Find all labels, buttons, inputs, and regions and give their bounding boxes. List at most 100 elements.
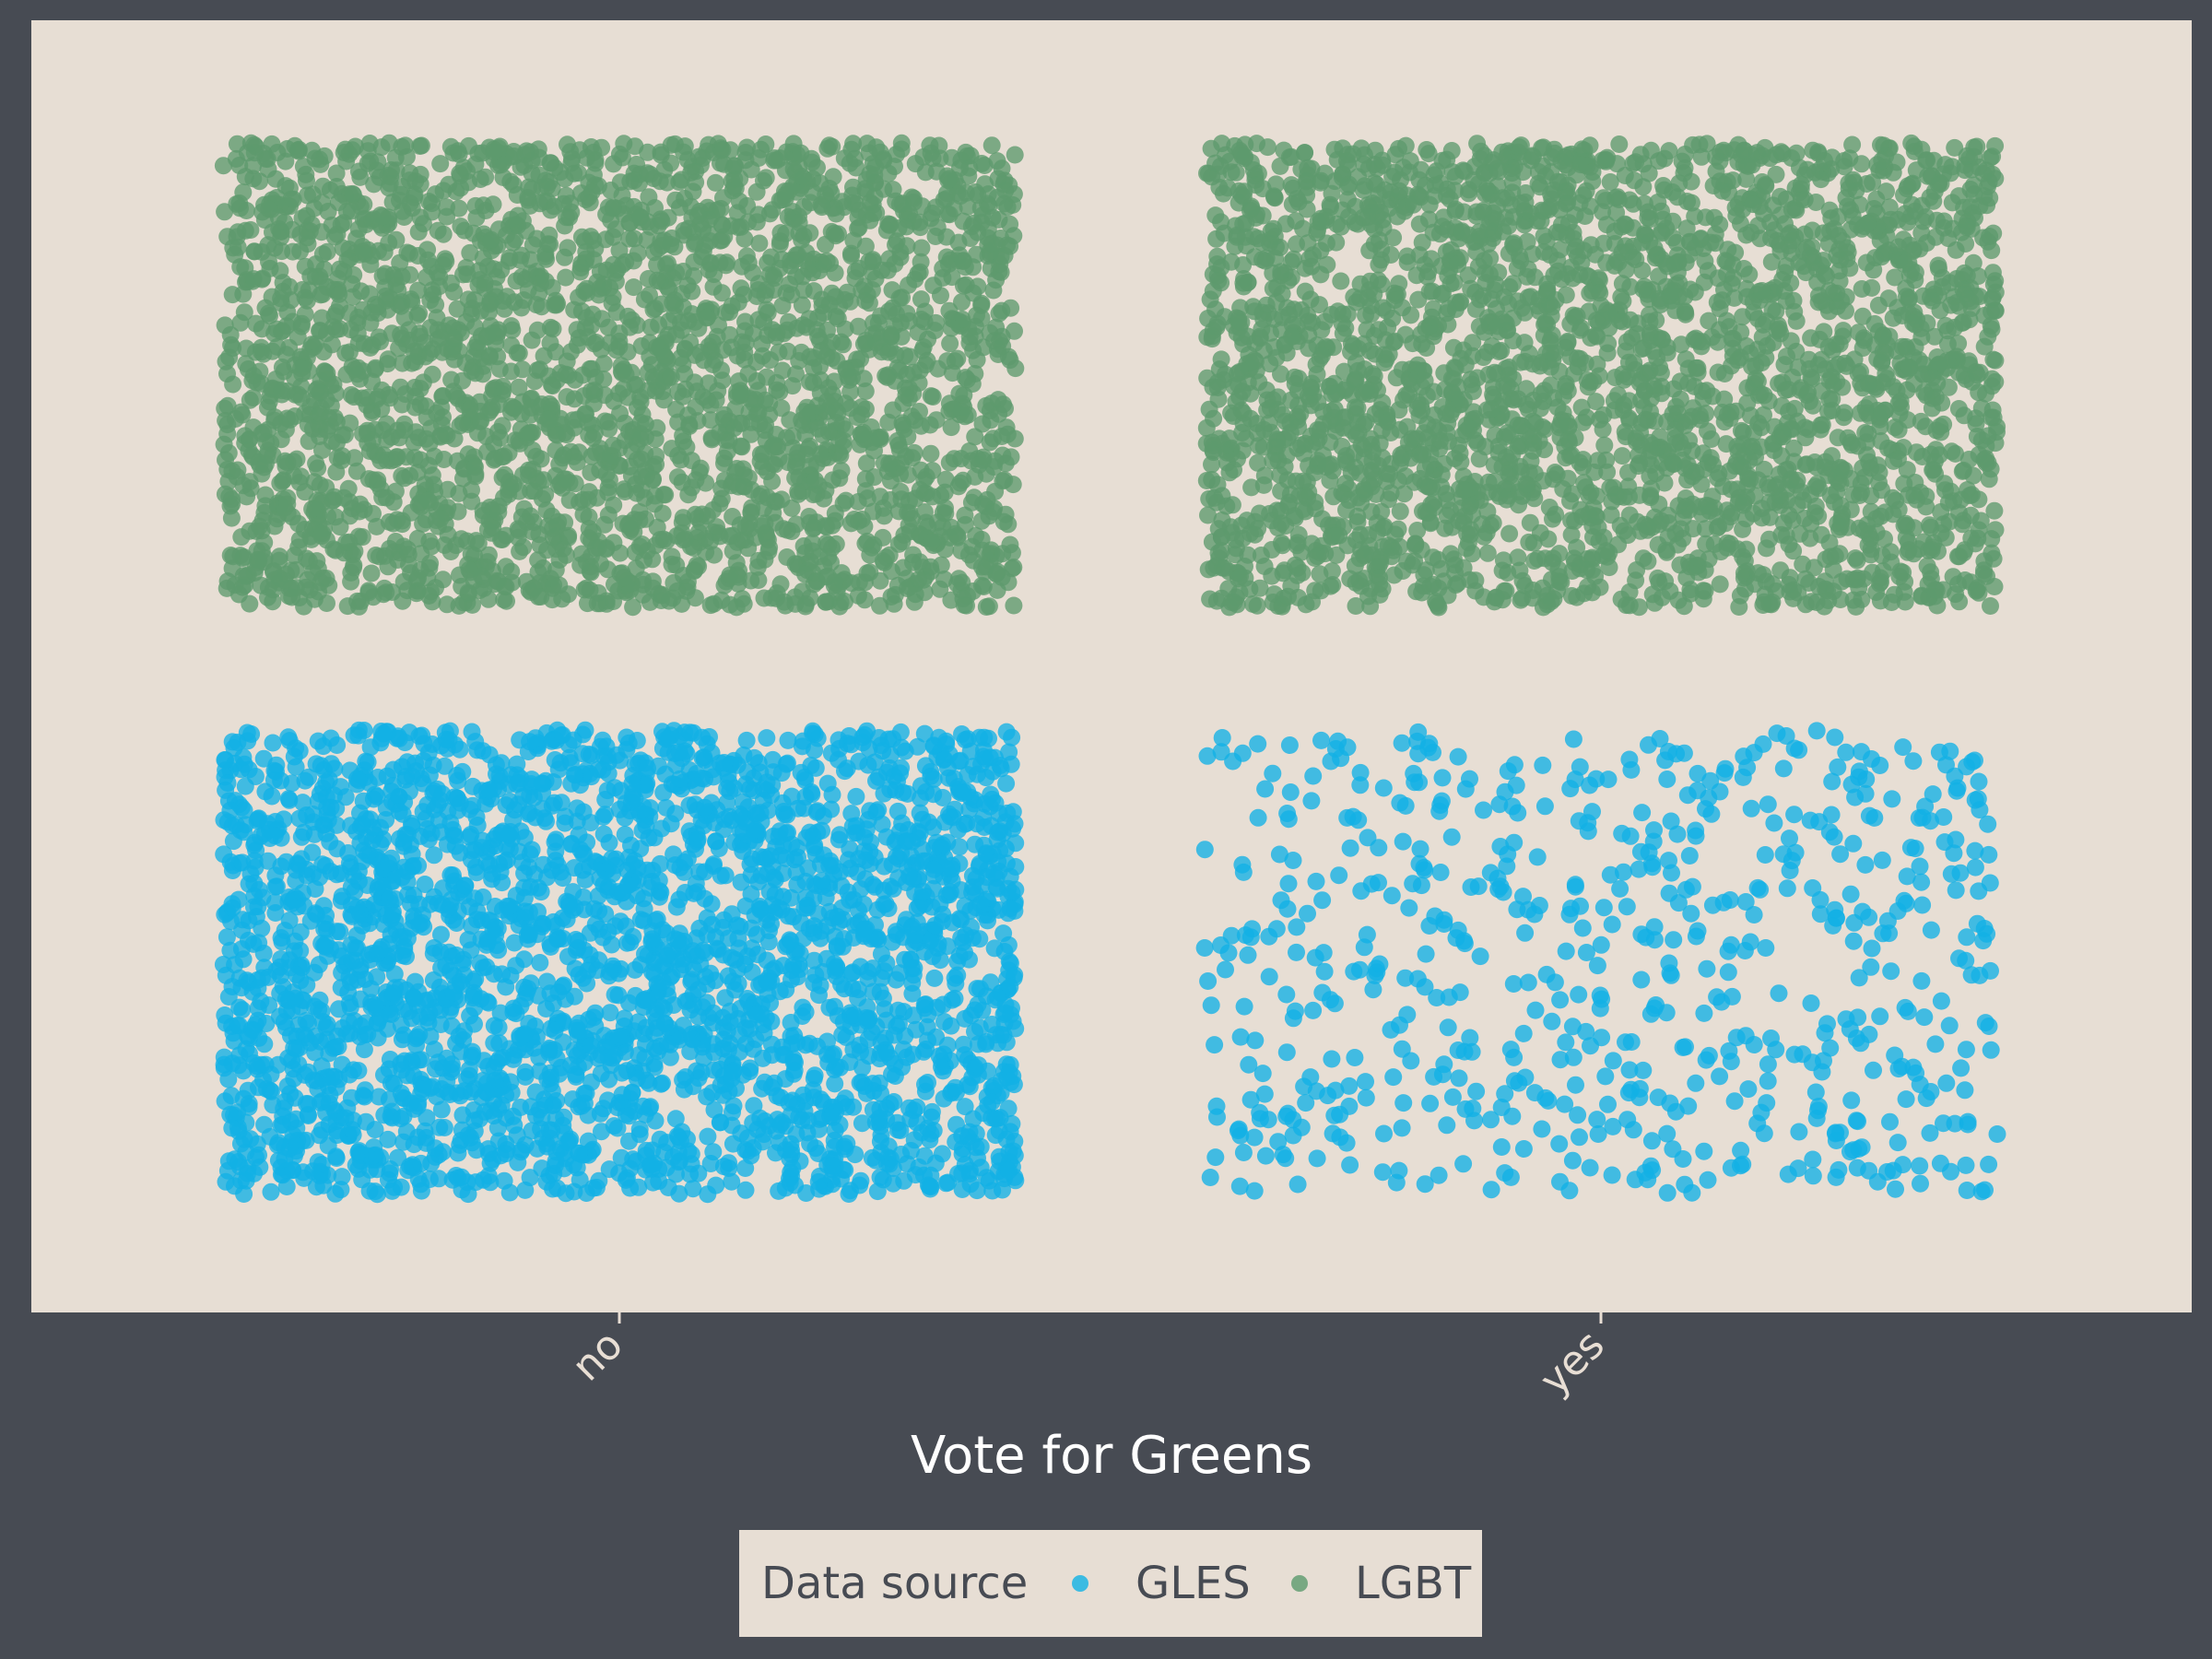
point-gles-yes (1894, 1156, 1912, 1174)
point-gles-yes (1952, 1059, 1971, 1077)
point-gles-yes (1827, 1168, 1845, 1186)
point-gles-yes (1405, 764, 1423, 782)
point-gles-yes (1803, 1053, 1821, 1072)
point-gles-no (271, 958, 289, 976)
point-gles-no (853, 1114, 871, 1133)
point-gles-yes (1882, 962, 1900, 981)
point-gles-yes (1664, 1140, 1682, 1159)
point-gles-yes (1647, 996, 1665, 1014)
point-gles-no (872, 1044, 890, 1062)
point-gles-no (559, 1133, 577, 1151)
point-gles-no (716, 866, 735, 885)
point-gles-no (520, 924, 538, 942)
point-gles-no (297, 1095, 315, 1112)
point-gles-no (776, 1070, 794, 1088)
point-gles-no (871, 982, 889, 1001)
point-gles-yes (1373, 1163, 1392, 1182)
point-gles-no (239, 1081, 257, 1100)
point-gles-no (317, 773, 335, 792)
point-gles-no (813, 872, 831, 890)
point-gles-yes (1848, 1159, 1866, 1177)
point-gles-no (881, 1095, 900, 1113)
point-gles-no (914, 882, 932, 900)
point-gles-no (366, 1121, 384, 1139)
point-gles-no (666, 1110, 685, 1128)
point-gles-no (947, 1078, 964, 1097)
point-gles-no (992, 1072, 1010, 1090)
point-gles-no (466, 733, 485, 751)
point-lgbt-no (362, 564, 381, 582)
point-gles-yes (1899, 1002, 1917, 1020)
point-gles-no (836, 1089, 854, 1108)
point-gles-yes (1911, 857, 1929, 876)
point-gles-yes (1603, 915, 1621, 934)
point-gles-no (866, 1151, 885, 1170)
point-gles-yes (1278, 1104, 1297, 1123)
point-gles-yes (1779, 1165, 1797, 1183)
point-gles-no (940, 745, 959, 763)
point-gles-yes (1809, 1098, 1828, 1115)
point-gles-yes (1700, 1046, 1718, 1065)
point-gles-no (747, 925, 766, 944)
point-gles-yes (1668, 825, 1687, 843)
point-gles-no (265, 827, 284, 845)
point-gles-yes (1355, 938, 1373, 957)
point-gles-no (680, 796, 699, 815)
point-gles-yes (1249, 735, 1267, 753)
point-gles-no (840, 1185, 858, 1203)
point-gles-no (486, 898, 504, 915)
point-gles-no (381, 889, 399, 908)
point-gles-no (753, 1079, 771, 1098)
point-gles-no (619, 876, 638, 894)
point-gles-no (559, 893, 578, 912)
point-gles-yes (1622, 760, 1641, 779)
point-gles-no (1000, 952, 1018, 971)
point-gles-no (745, 1097, 763, 1115)
point-gles-no (916, 999, 934, 1018)
point-gles-no (653, 972, 672, 991)
point-gles-no (256, 782, 275, 801)
point-gles-yes (1546, 973, 1564, 992)
point-gles-yes (1958, 1182, 1976, 1199)
point-gles-no (912, 1124, 931, 1142)
point-gles-no (394, 805, 412, 823)
point-gles-no (443, 820, 462, 839)
point-gles-no (701, 964, 720, 982)
point-gles-yes (1988, 1125, 2006, 1143)
point-gles-no (641, 799, 659, 818)
point-gles-no (516, 902, 535, 921)
point-gles-yes (1241, 928, 1260, 947)
point-gles-no (696, 798, 714, 817)
point-gles-no (485, 965, 503, 983)
point-gles-yes (1535, 797, 1554, 816)
point-gles-yes (1516, 924, 1535, 942)
point-gles-yes (1391, 794, 1409, 812)
point-gles-no (573, 745, 592, 763)
point-gles-no (970, 1056, 988, 1075)
point-gles-yes (1658, 771, 1677, 788)
point-gles-no (830, 1058, 849, 1077)
point-gles-no (554, 1033, 572, 1052)
point-gles-no (684, 1180, 702, 1198)
point-gles-yes (1519, 973, 1537, 992)
point-gles-no (300, 1014, 317, 1032)
point-gles-no (277, 1178, 296, 1195)
point-gles-yes (1756, 846, 1774, 864)
point-gles-no (688, 830, 707, 849)
point-gles-no (956, 1098, 974, 1116)
point-gles-no (887, 923, 905, 941)
point-gles-no (631, 911, 650, 929)
point-gles-no (601, 1004, 619, 1022)
point-gles-no (651, 854, 669, 873)
point-gles-no (991, 822, 1009, 841)
point-gles-yes (1956, 1081, 1974, 1100)
point-gles-yes (1304, 1001, 1323, 1019)
point-gles-yes (1251, 1110, 1269, 1128)
point-gles-no (645, 1058, 664, 1077)
point-gles-no (464, 1046, 482, 1065)
point-gles-no (534, 800, 552, 818)
point-gles-no (249, 979, 267, 997)
point-gles-no (925, 839, 944, 857)
point-gles-yes (1351, 776, 1370, 794)
point-gles-no (650, 871, 668, 889)
